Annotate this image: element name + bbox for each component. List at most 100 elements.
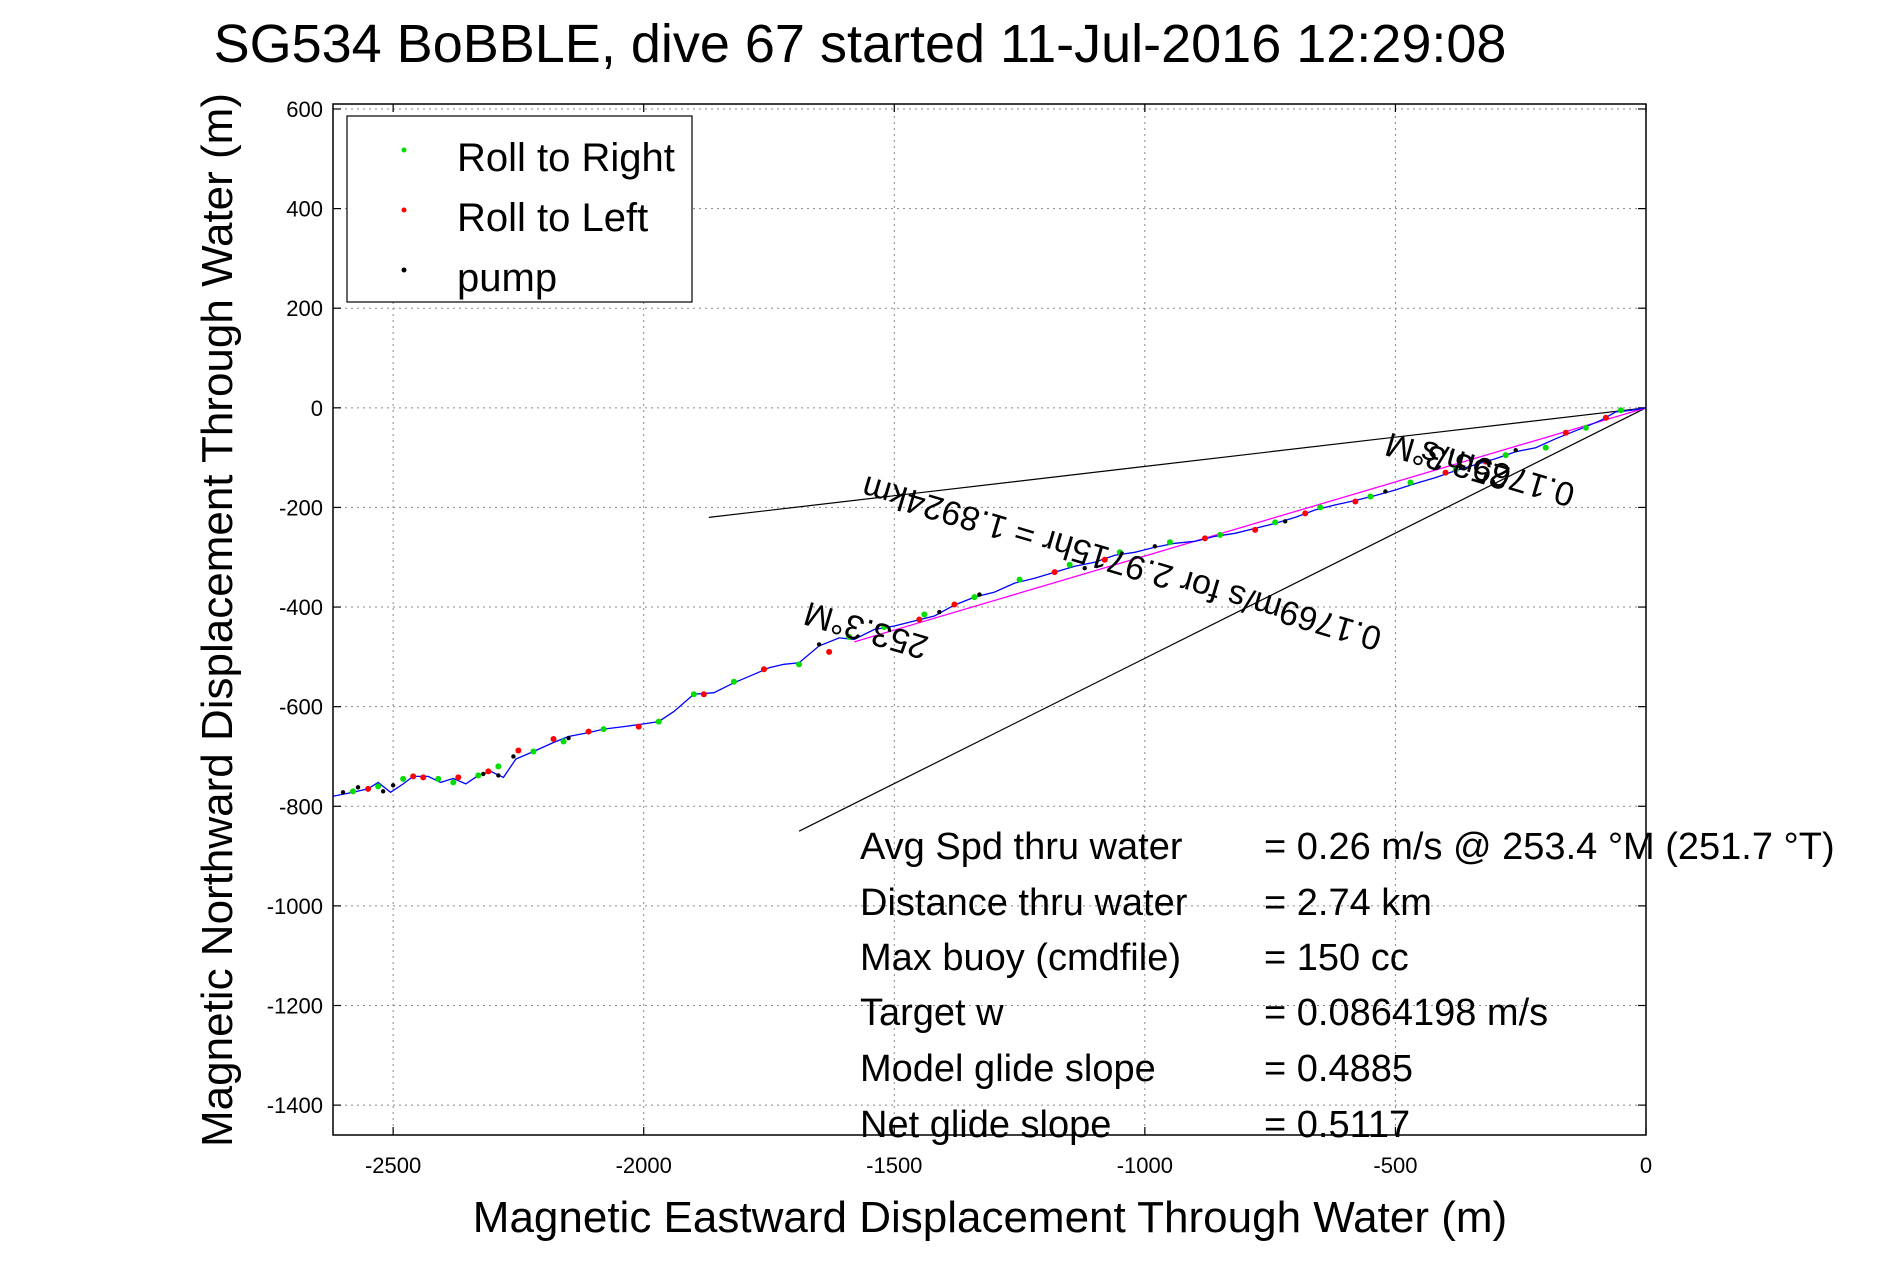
roll-left-point xyxy=(826,648,833,655)
roll-right-point xyxy=(560,738,567,745)
pump-point xyxy=(816,642,822,647)
roll-left-point xyxy=(1562,429,1569,436)
roll-right-point xyxy=(921,611,928,618)
ann-target-w-value: = 0.0864198 m/s xyxy=(1264,992,1548,1034)
mean-heading-line xyxy=(854,407,1647,643)
roll-right-point xyxy=(435,775,442,782)
roll-right-point xyxy=(971,594,978,601)
pump-point xyxy=(390,783,396,788)
cone-line xyxy=(798,407,1647,832)
points xyxy=(340,407,1624,795)
roll-right-point xyxy=(881,623,888,630)
x-tick-label: -1500 xyxy=(866,1153,922,1178)
roll-right-point xyxy=(1367,493,1374,500)
pump-point xyxy=(511,754,516,759)
roll-right-point xyxy=(1317,504,1324,511)
y-tick-label: 0 xyxy=(311,396,323,421)
pump-point xyxy=(340,790,346,795)
roll-right-point xyxy=(375,783,382,790)
roll-right-point xyxy=(1272,519,1279,526)
roll-right-point xyxy=(1542,444,1549,451)
pump-point xyxy=(1152,544,1158,549)
ann-model-slope-value: = 0.4885 xyxy=(1264,1048,1413,1090)
ann-net-slope-value: = 0.5117 xyxy=(1264,1104,1410,1146)
roll-right-point xyxy=(1502,452,1509,459)
ann-max-buoy-value: = 150 cc xyxy=(1264,937,1409,979)
ann-avg-speed-value: = 0.26 m/s @ 253.4 °M (251.7 °T) xyxy=(1264,826,1835,868)
roll-left-point xyxy=(515,747,522,754)
roll-right-point xyxy=(1217,531,1224,538)
roll-left-point xyxy=(951,601,958,608)
roll-right-point xyxy=(1452,467,1459,474)
y-tick-label: -1400 xyxy=(267,1093,323,1118)
y-tick-label: -800 xyxy=(279,794,323,819)
pump-point xyxy=(566,735,571,741)
roll-left-point xyxy=(420,774,427,781)
roll-right-point xyxy=(1016,576,1023,583)
ann-net-slope-label: Net glide slope xyxy=(860,1104,1111,1146)
pump-point xyxy=(937,609,942,615)
roll-right-point xyxy=(475,772,482,779)
ann-max-buoy-label: Max buoy (cmdfile) xyxy=(860,937,1181,979)
roll-left-point xyxy=(410,773,417,780)
roll-right-point xyxy=(1116,549,1123,556)
roll-left-point xyxy=(1602,414,1609,421)
roll-right-point xyxy=(350,788,357,795)
track xyxy=(332,407,1647,797)
x-tick-label: -2500 xyxy=(365,1153,421,1178)
y-tick-label: -200 xyxy=(279,495,323,520)
roll-right-point xyxy=(600,726,607,733)
roll-right-point xyxy=(400,775,407,782)
roll-left-point xyxy=(1442,469,1449,476)
x-tick-label: -1000 xyxy=(1117,1153,1173,1178)
roll-right-point xyxy=(1407,479,1414,486)
ann-model-slope-label: Model glide slope xyxy=(860,1048,1156,1090)
roll-left-point xyxy=(700,691,707,698)
y-tick-label: 200 xyxy=(286,296,323,321)
pump-point xyxy=(355,785,361,790)
y-tick-label: -1000 xyxy=(267,894,323,919)
reference-lines xyxy=(708,407,1647,832)
pump-point xyxy=(380,789,386,794)
legend-label-roll-left: Roll to Left xyxy=(457,196,648,240)
legend: Roll to Right Roll to Left pump xyxy=(346,115,693,303)
ann-distance-label: Distance thru water xyxy=(860,882,1188,924)
ann-distance-value: = 2.74 km xyxy=(1264,882,1432,924)
roll-left-point xyxy=(1352,498,1359,505)
legend-marker-roll-left xyxy=(401,207,407,213)
legend-label-roll-right: Roll to Right xyxy=(457,136,675,180)
y-tick-label: -600 xyxy=(279,695,323,720)
y-tick-label: -1200 xyxy=(267,994,323,1019)
legend-marker-pump xyxy=(401,267,407,273)
roll-right-point xyxy=(1582,424,1589,431)
roll-left-point xyxy=(1201,535,1208,542)
roll-left-point xyxy=(635,723,642,730)
roll-right-point xyxy=(1166,539,1173,546)
roll-right-point xyxy=(655,718,662,725)
pump-point xyxy=(1282,519,1288,524)
stats-annotations: Avg Spd thru water = 0.26 m/s @ 253.4 °M… xyxy=(860,826,1835,1146)
y-tick-label: 400 xyxy=(286,197,323,222)
x-tick-label: -2000 xyxy=(616,1153,672,1178)
ann-avg-speed-label: Avg Spd thru water xyxy=(860,826,1183,868)
cone-line xyxy=(708,407,1647,518)
roll-left-point xyxy=(1252,526,1259,533)
ann-target-w-label: Target w xyxy=(860,992,1004,1034)
pump-point xyxy=(496,773,501,778)
x-axis-label: Magnetic Eastward Displacement Through W… xyxy=(473,1193,1507,1242)
roll-right-point xyxy=(690,691,697,698)
roll-right-point xyxy=(846,633,853,640)
legend-marker-roll-right xyxy=(401,147,407,153)
roll-left-point xyxy=(1101,556,1108,563)
roll-right-point xyxy=(450,779,457,786)
ticks: -2500 -2000 -1500 -1000 -500 0 600 400 200 0 -200 -… xyxy=(267,97,1652,1178)
roll-left-point xyxy=(485,768,492,775)
roll-right-point xyxy=(730,678,737,685)
y-axis-label: Magnetic Northward Displacement Through … xyxy=(193,93,242,1147)
roll-left-point xyxy=(550,736,557,743)
roll-left-point xyxy=(760,666,767,673)
x-tick-label: -500 xyxy=(1373,1153,1417,1178)
roll-left-point xyxy=(1482,458,1489,465)
